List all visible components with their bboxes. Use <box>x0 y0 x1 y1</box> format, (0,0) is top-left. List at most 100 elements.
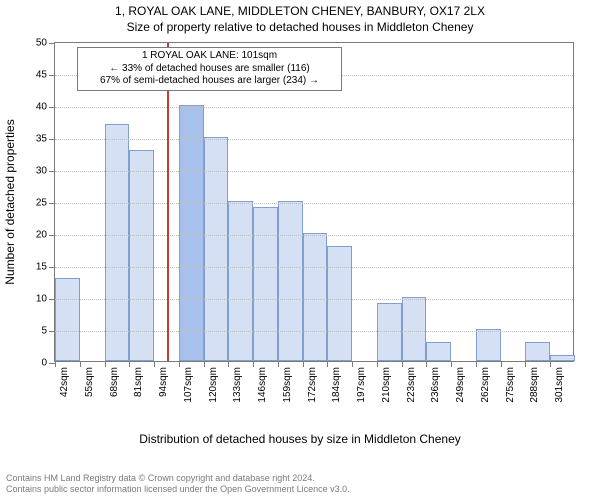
footer-line-1: Contains HM Land Registry data © Crown c… <box>6 473 350 485</box>
x-tick <box>129 361 130 367</box>
title-subtitle: Size of property relative to detached ho… <box>0 20 600 34</box>
gridline <box>55 171 573 172</box>
bar <box>550 355 575 361</box>
y-tick-label: 40 <box>23 102 47 113</box>
x-tick <box>278 361 279 367</box>
y-tick-label: 45 <box>23 70 47 81</box>
y-tick-label: 25 <box>23 198 47 209</box>
x-tick <box>204 361 205 367</box>
bar <box>179 105 204 361</box>
y-tick-label: 5 <box>23 326 47 337</box>
annotation-line-1: 1 ROYAL OAK LANE: 101sqm <box>84 50 335 63</box>
x-tick-label: 275sqm <box>505 367 516 403</box>
gridline <box>55 203 573 204</box>
x-tick <box>55 361 56 367</box>
y-tick-label: 30 <box>23 166 47 177</box>
y-tick <box>49 75 55 76</box>
x-tick-label: 210sqm <box>381 367 392 403</box>
annotation-line-2: ← 33% of detached houses are smaller (11… <box>84 63 335 76</box>
x-tick <box>80 361 81 367</box>
bar <box>327 246 352 361</box>
x-tick-label: 262sqm <box>480 367 491 403</box>
y-tick <box>49 139 55 140</box>
x-tick-label: 172sqm <box>307 367 318 403</box>
x-tick <box>476 361 477 367</box>
gridline <box>55 139 573 140</box>
x-tick <box>451 361 452 367</box>
bar <box>476 329 501 361</box>
x-tick-label: 120sqm <box>208 367 219 403</box>
bar <box>525 342 550 361</box>
x-tick-label: 94sqm <box>158 367 169 397</box>
gridline <box>55 235 573 236</box>
y-tick <box>49 299 55 300</box>
x-tick-label: 301sqm <box>554 367 565 403</box>
y-tick <box>49 235 55 236</box>
x-tick <box>525 361 526 367</box>
footer-attribution: Contains HM Land Registry data © Crown c… <box>6 473 350 496</box>
bar <box>55 278 80 361</box>
y-tick <box>49 331 55 332</box>
y-tick <box>49 171 55 172</box>
marker-line <box>167 43 169 361</box>
x-axis-label: Distribution of detached houses by size … <box>0 432 600 446</box>
x-tick <box>154 361 155 367</box>
y-tick-label: 10 <box>23 294 47 305</box>
bar <box>228 201 253 361</box>
chart-container: 1, ROYAL OAK LANE, MIDDLETON CHENEY, BAN… <box>0 0 600 500</box>
x-tick <box>303 361 304 367</box>
bar <box>303 233 328 361</box>
x-tick-label: 146sqm <box>257 367 268 403</box>
footer-line-2: Contains public sector information licen… <box>6 484 350 496</box>
y-tick-label: 50 <box>23 38 47 49</box>
x-tick-label: 42sqm <box>59 367 70 397</box>
x-tick-label: 159sqm <box>282 367 293 403</box>
y-tick <box>49 203 55 204</box>
annotation-box: 1 ROYAL OAK LANE: 101sqm← 33% of detache… <box>77 47 342 91</box>
gridline <box>55 331 573 332</box>
x-tick-label: 184sqm <box>331 367 342 403</box>
gridline <box>55 267 573 268</box>
x-tick-label: 81sqm <box>133 367 144 397</box>
y-tick-label: 15 <box>23 262 47 273</box>
bar <box>105 124 130 361</box>
x-tick <box>501 361 502 367</box>
x-tick <box>550 361 551 367</box>
x-tick <box>179 361 180 367</box>
plot-area: 0510152025303540455042sqm55sqm68sqm81sqm… <box>54 42 574 362</box>
bars-layer <box>55 43 573 361</box>
x-tick <box>327 361 328 367</box>
gridline <box>55 299 573 300</box>
y-tick-label: 35 <box>23 134 47 145</box>
y-tick-label: 20 <box>23 230 47 241</box>
bar <box>129 150 154 361</box>
x-tick <box>402 361 403 367</box>
x-tick-label: 223sqm <box>406 367 417 403</box>
x-tick-label: 107sqm <box>183 367 194 403</box>
x-tick-label: 249sqm <box>455 367 466 403</box>
x-tick-label: 55sqm <box>84 367 95 397</box>
bar <box>278 201 303 361</box>
title-address: 1, ROYAL OAK LANE, MIDDLETON CHENEY, BAN… <box>0 4 600 18</box>
x-tick-label: 133sqm <box>232 367 243 403</box>
x-tick <box>228 361 229 367</box>
bar <box>402 297 427 361</box>
y-tick-label: 0 <box>23 358 47 369</box>
x-tick <box>253 361 254 367</box>
y-tick <box>49 107 55 108</box>
y-tick <box>49 267 55 268</box>
x-tick <box>352 361 353 367</box>
x-tick <box>377 361 378 367</box>
x-tick-label: 197sqm <box>356 367 367 403</box>
y-axis-label: Number of detached properties <box>3 119 17 284</box>
x-tick <box>105 361 106 367</box>
y-tick <box>49 43 55 44</box>
annotation-line-3: 67% of semi-detached houses are larger (… <box>84 75 335 88</box>
bar <box>253 207 278 361</box>
bar <box>426 342 451 361</box>
x-tick-label: 68sqm <box>109 367 120 397</box>
x-tick <box>426 361 427 367</box>
gridline <box>55 107 573 108</box>
bar <box>377 303 402 361</box>
x-tick-label: 288sqm <box>529 367 540 403</box>
